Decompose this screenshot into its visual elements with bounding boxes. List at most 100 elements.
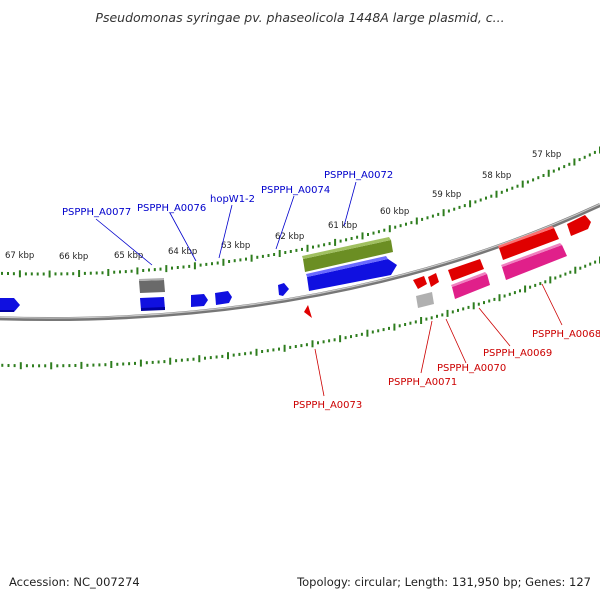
ruler-minor-tick <box>89 271 92 275</box>
label-a0072[interactable]: PSPPH_A0072 <box>324 170 393 181</box>
label-a0069[interactable]: PSPPH_A0069 <box>483 348 552 359</box>
gene-a0073[interactable] <box>304 305 312 318</box>
label-a0073[interactable]: PSPPH_A0073 <box>293 400 362 411</box>
ruler-minor-tick <box>526 180 529 184</box>
ruler-label-57: 57 kbp <box>532 150 561 160</box>
ruler-minor-tick <box>278 347 280 351</box>
ruler-minor-tick <box>42 272 45 276</box>
label-a0074[interactable]: PSPPH_A0074 <box>261 185 330 196</box>
ruler-minor-tick <box>339 239 342 243</box>
ruler-major-tick <box>361 232 364 240</box>
ruler-minor-tick <box>451 310 454 314</box>
ruler-minor-tick <box>273 253 276 256</box>
gene-olive-top <box>302 237 391 259</box>
ruler-major-tick <box>442 209 445 217</box>
forward-labels: PSPPH_A0077 PSPPH_A0076 hopW1-2 PSPPH_A0… <box>62 170 393 218</box>
ruler-minor-tick <box>182 265 185 269</box>
ruler-minor-tick <box>532 178 535 182</box>
ruler-minor-tick <box>72 272 75 276</box>
ruler-minor-tick <box>188 264 191 268</box>
gene-a0070[interactable] <box>452 274 490 299</box>
ruler-minor-tick <box>44 364 47 368</box>
label-hopw1-2[interactable]: hopW1-2 <box>210 194 255 205</box>
ruler-minor-tick <box>398 324 401 328</box>
ruler-minor-tick <box>151 360 154 364</box>
ruler-minor-tick <box>119 270 121 274</box>
ruler-minor-tick <box>249 351 252 355</box>
ruler-minor-tick <box>60 272 63 276</box>
ruler-major-tick <box>169 357 172 365</box>
ruler-major-tick <box>283 344 286 352</box>
ruler-minor-tick <box>356 235 359 239</box>
ruler-label-65: 65 kbp <box>114 251 143 261</box>
gene-a0068[interactable] <box>567 215 591 236</box>
label-a0071[interactable]: PSPPH_A0071 <box>388 377 457 388</box>
ruler-minor-tick <box>516 184 519 188</box>
ruler-minor-tick <box>513 291 516 295</box>
label-a0077[interactable]: PSPPH_A0077 <box>62 207 131 218</box>
ruler-minor-tick <box>372 231 375 235</box>
ruler-major-tick <box>50 362 53 370</box>
ruler-major-tick <box>521 180 524 188</box>
ruler-major-tick <box>278 250 281 257</box>
ruler-minor-tick <box>328 339 331 343</box>
ruler-minor-tick <box>437 212 440 216</box>
gene-olive[interactable] <box>303 240 393 272</box>
gene-a0072[interactable] <box>307 259 397 291</box>
ruler-major-tick <box>18 270 21 278</box>
gene-a0069-red[interactable] <box>499 228 559 260</box>
reverse-callouts <box>314 283 563 397</box>
ruler-minor-tick <box>122 362 125 366</box>
ruler-minor-tick <box>388 326 390 330</box>
ruler-labels: 67 kbp 66 kbp 65 kbp 64 kbp 63 kbp 62 kb… <box>5 150 561 262</box>
gene-gray[interactable] <box>139 280 165 293</box>
gene-a0076[interactable] <box>140 297 165 310</box>
ruler-minor-tick <box>157 360 160 364</box>
ruler-major-tick <box>227 352 229 360</box>
label-a0076[interactable]: PSPPH_A0076 <box>137 203 206 214</box>
callout-a0072 <box>343 181 357 227</box>
ruler-major-tick <box>250 254 253 262</box>
ruler-minor-tick <box>25 364 28 368</box>
ruler-major-tick <box>334 238 337 246</box>
ruler-minor-tick <box>463 204 466 208</box>
ruler-minor-tick <box>101 271 104 275</box>
ruler-minor-tick <box>186 358 189 362</box>
gene-a0075[interactable] <box>191 294 208 307</box>
reverse-labels: PSPPH_A0073 PSPPH_A0071 PSPPH_A0070 PSPP… <box>293 329 600 411</box>
gene-a0077[interactable] <box>0 298 20 312</box>
callout-a0073 <box>314 348 325 397</box>
ruler-minor-tick <box>204 356 206 360</box>
ruler-minor-tick <box>83 271 86 275</box>
ruler-minor-tick <box>409 321 412 325</box>
ruler-minor-tick <box>488 299 491 303</box>
gene-a0069[interactable] <box>502 245 567 280</box>
ruler-major-tick <box>469 200 472 208</box>
ruler-major-tick <box>547 169 550 177</box>
ruler-minor-tick <box>405 222 407 226</box>
ruler-minor-tick <box>62 364 65 368</box>
ruler-minor-tick <box>312 245 314 249</box>
ruler-major-tick <box>573 158 576 166</box>
ruler-minor-tick <box>441 313 444 317</box>
gene-a0071[interactable] <box>416 292 434 308</box>
ruler-major-tick <box>255 348 258 356</box>
ruler-minor-tick <box>95 271 98 275</box>
gene-a0070-red[interactable] <box>448 259 484 281</box>
ruler-minor-tick <box>377 230 380 234</box>
ruler-major-tick <box>446 309 449 317</box>
label-a0070[interactable]: PSPPH_A0070 <box>437 363 506 374</box>
callout-a0068 <box>541 283 563 326</box>
ruler-minor-tick <box>333 338 336 342</box>
ruler-minor-tick <box>355 334 358 337</box>
gene-hopw1-2[interactable] <box>215 291 232 305</box>
ruler-minor-tick <box>267 254 270 257</box>
gene-a0071c[interactable] <box>428 273 439 287</box>
ruler-label-61: 61 kbp <box>328 221 357 231</box>
gene-a0074[interactable] <box>278 283 289 296</box>
ruler-minor-tick <box>30 272 33 276</box>
label-a0068[interactable]: PSPPH_A0068 <box>532 329 600 340</box>
gene-a0071b[interactable] <box>413 276 427 289</box>
ruler-minor-tick <box>54 272 57 276</box>
ruler-minor-tick <box>394 225 397 229</box>
